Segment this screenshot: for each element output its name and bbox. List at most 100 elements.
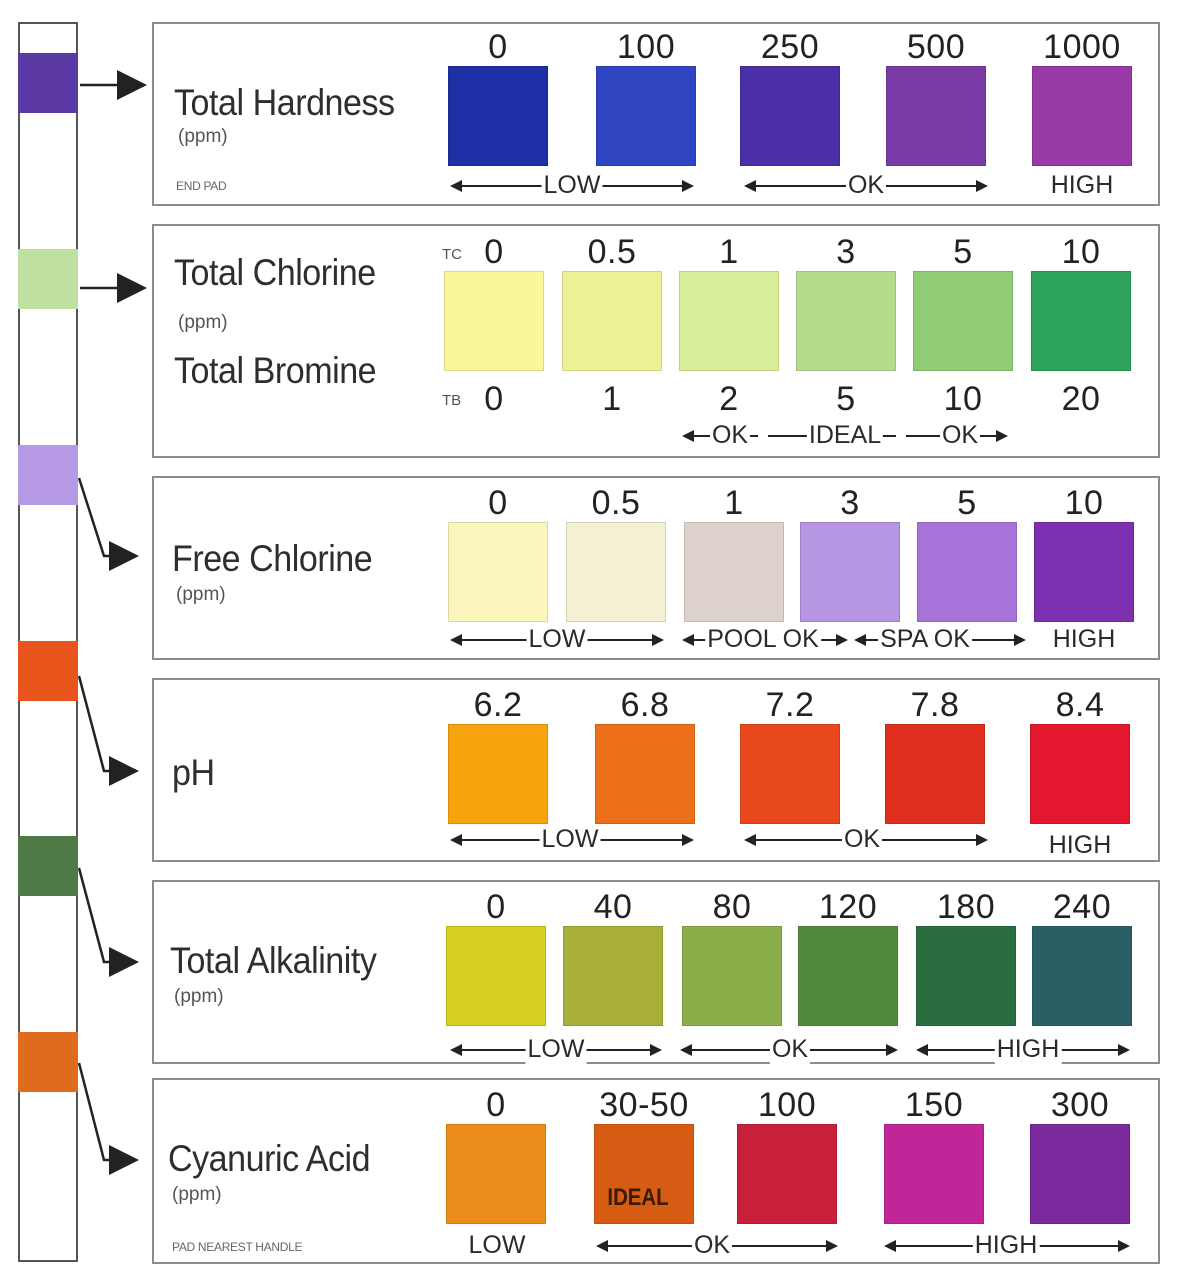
connector-total-alkalinity	[77, 867, 139, 977]
range-label: OK	[845, 171, 887, 200]
range-arrow-head-left	[450, 634, 462, 646]
swatch-value: 5	[957, 484, 977, 522]
color-swatch	[595, 724, 695, 824]
range-arrow-head-left	[450, 180, 462, 192]
range-arrow-head-left	[884, 1240, 896, 1252]
range-arrow-head-right	[1014, 634, 1026, 646]
panel-title: Cyanuric Acid	[168, 1138, 371, 1179]
color-swatch	[684, 522, 784, 622]
swatch-value: 3	[836, 233, 856, 271]
swatch-value: 0.5	[591, 484, 641, 522]
swatch-value: 1	[724, 484, 744, 522]
ideal-tag: IDEAL	[607, 1184, 669, 1211]
swatch-value: 250	[760, 28, 820, 66]
range-arrow-head-right	[652, 634, 664, 646]
range-arrow-head-left	[596, 1240, 608, 1252]
swatch-value: 100	[757, 1086, 817, 1124]
range-arrow-head-left	[744, 180, 756, 192]
swatch-value: 40	[593, 888, 633, 926]
swatch-value: 240	[1052, 888, 1112, 926]
color-swatch	[444, 271, 544, 371]
swatch-value: 0.5	[587, 233, 637, 271]
color-swatch	[884, 1124, 984, 1224]
range-label: HIGH	[972, 1231, 1040, 1260]
swatch-value: 7.2	[765, 686, 815, 724]
swatch-value: 500	[906, 28, 966, 66]
range-label: POOL OK	[705, 625, 821, 654]
range-label: OK	[691, 1231, 733, 1260]
color-swatch	[737, 1124, 837, 1224]
color-swatch	[596, 66, 696, 166]
range-label: IDEAL	[806, 421, 884, 450]
swatch-value: 0	[484, 233, 504, 271]
connector-ph	[77, 675, 139, 786]
swatch-value: 8.4	[1055, 686, 1105, 724]
swatch-value: 5	[953, 233, 973, 271]
color-swatch	[1030, 724, 1130, 824]
swatch-value: 30-50	[599, 1086, 689, 1124]
swatch-value: 180	[936, 888, 996, 926]
range-arrow-head-right	[976, 834, 988, 846]
range-arrow-head-right	[1118, 1240, 1130, 1252]
range-label: HIGH	[994, 1035, 1062, 1064]
range-arrow-head-right	[836, 634, 848, 646]
color-swatch	[798, 926, 898, 1026]
swatch-value-secondary: 2	[719, 380, 739, 418]
color-swatch	[800, 522, 900, 622]
range-arrow-head-right	[996, 430, 1008, 442]
swatch-value: 100	[616, 28, 676, 66]
swatch-value-secondary: 5	[836, 380, 856, 418]
range-label: HIGH	[1050, 625, 1118, 654]
panel-title: Free Chlorine	[172, 538, 373, 579]
color-swatch	[448, 66, 548, 166]
color-swatch	[1030, 1124, 1130, 1224]
color-swatch	[1031, 271, 1131, 371]
swatch-value: 150	[904, 1086, 964, 1124]
panel-title: Total Hardness	[174, 82, 395, 123]
swatch-value: 10	[1061, 233, 1101, 271]
color-swatch	[796, 271, 896, 371]
swatch-value-secondary: 20	[1061, 380, 1101, 418]
range-arrow-head-right	[826, 1240, 838, 1252]
tc-prefix: TC	[442, 246, 462, 263]
color-swatch	[448, 522, 548, 622]
strip-pad-total-alkalinity	[18, 836, 78, 896]
swatch-value: 1000	[1043, 28, 1121, 66]
swatch-value: 80	[712, 888, 752, 926]
range-arrow-head-left	[854, 634, 866, 646]
panel-unit: (ppm)	[178, 126, 228, 147]
range-label: LOW	[466, 1231, 528, 1260]
color-swatch	[448, 724, 548, 824]
swatch-value: 0	[486, 1086, 506, 1124]
strip-pad-total-hardness	[18, 53, 78, 113]
strip-pad-cyanuric-acid	[18, 1032, 78, 1092]
range-label: OK	[841, 825, 883, 854]
swatch-value: 6.2	[473, 686, 523, 724]
swatch-value: 0	[488, 484, 508, 522]
swatch-value: 3	[840, 484, 860, 522]
range-arrow-head-right	[886, 1044, 898, 1056]
range-arrow-head-left	[450, 834, 462, 846]
range-arrow-head-left	[682, 634, 694, 646]
color-swatch	[1032, 66, 1132, 166]
panel-title: Total Chlorine	[174, 252, 376, 293]
range-label: LOW	[525, 1035, 587, 1064]
color-swatch	[562, 271, 662, 371]
range-label: LOW	[541, 171, 603, 200]
color-swatch	[594, 1124, 694, 1224]
color-swatch	[682, 926, 782, 1026]
panel-unit: (ppm)	[176, 584, 226, 605]
color-swatch	[740, 724, 840, 824]
range-label: HIGH	[1046, 831, 1114, 860]
color-swatch	[917, 522, 1017, 622]
range-arrow-head-left	[680, 1044, 692, 1056]
color-swatch	[446, 1124, 546, 1224]
range-label: LOW	[539, 825, 601, 854]
swatch-value: 0	[488, 28, 508, 66]
strip-pad-total-chlorine	[18, 249, 78, 309]
color-swatch	[679, 271, 779, 371]
swatch-value-secondary: 0	[484, 380, 504, 418]
panel-title: pH	[172, 752, 215, 793]
panel-unit: (ppm)	[178, 312, 228, 333]
